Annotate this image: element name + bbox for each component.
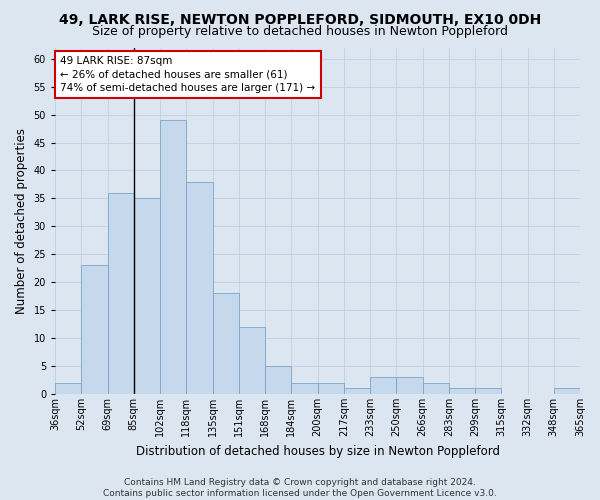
Bar — [475, 388, 501, 394]
Bar — [396, 377, 422, 394]
Text: 49 LARK RISE: 87sqm
← 26% of detached houses are smaller (61)
74% of semi-detach: 49 LARK RISE: 87sqm ← 26% of detached ho… — [61, 56, 316, 92]
Text: Contains HM Land Registry data © Crown copyright and database right 2024.
Contai: Contains HM Land Registry data © Crown c… — [103, 478, 497, 498]
Bar — [422, 383, 449, 394]
Bar — [291, 383, 317, 394]
Bar — [55, 383, 82, 394]
Bar — [134, 198, 160, 394]
Bar — [212, 294, 239, 394]
Bar — [554, 388, 580, 394]
Text: 49, LARK RISE, NEWTON POPPLEFORD, SIDMOUTH, EX10 0DH: 49, LARK RISE, NEWTON POPPLEFORD, SIDMOU… — [59, 12, 541, 26]
Bar — [82, 266, 107, 394]
Bar — [107, 193, 134, 394]
Bar — [187, 182, 212, 394]
Bar — [317, 383, 344, 394]
Bar — [344, 388, 370, 394]
Text: Size of property relative to detached houses in Newton Poppleford: Size of property relative to detached ho… — [92, 25, 508, 38]
Y-axis label: Number of detached properties: Number of detached properties — [15, 128, 28, 314]
Bar — [160, 120, 187, 394]
Bar — [265, 366, 291, 394]
Bar — [449, 388, 475, 394]
Bar — [370, 377, 396, 394]
X-axis label: Distribution of detached houses by size in Newton Poppleford: Distribution of detached houses by size … — [136, 444, 500, 458]
Bar — [239, 327, 265, 394]
